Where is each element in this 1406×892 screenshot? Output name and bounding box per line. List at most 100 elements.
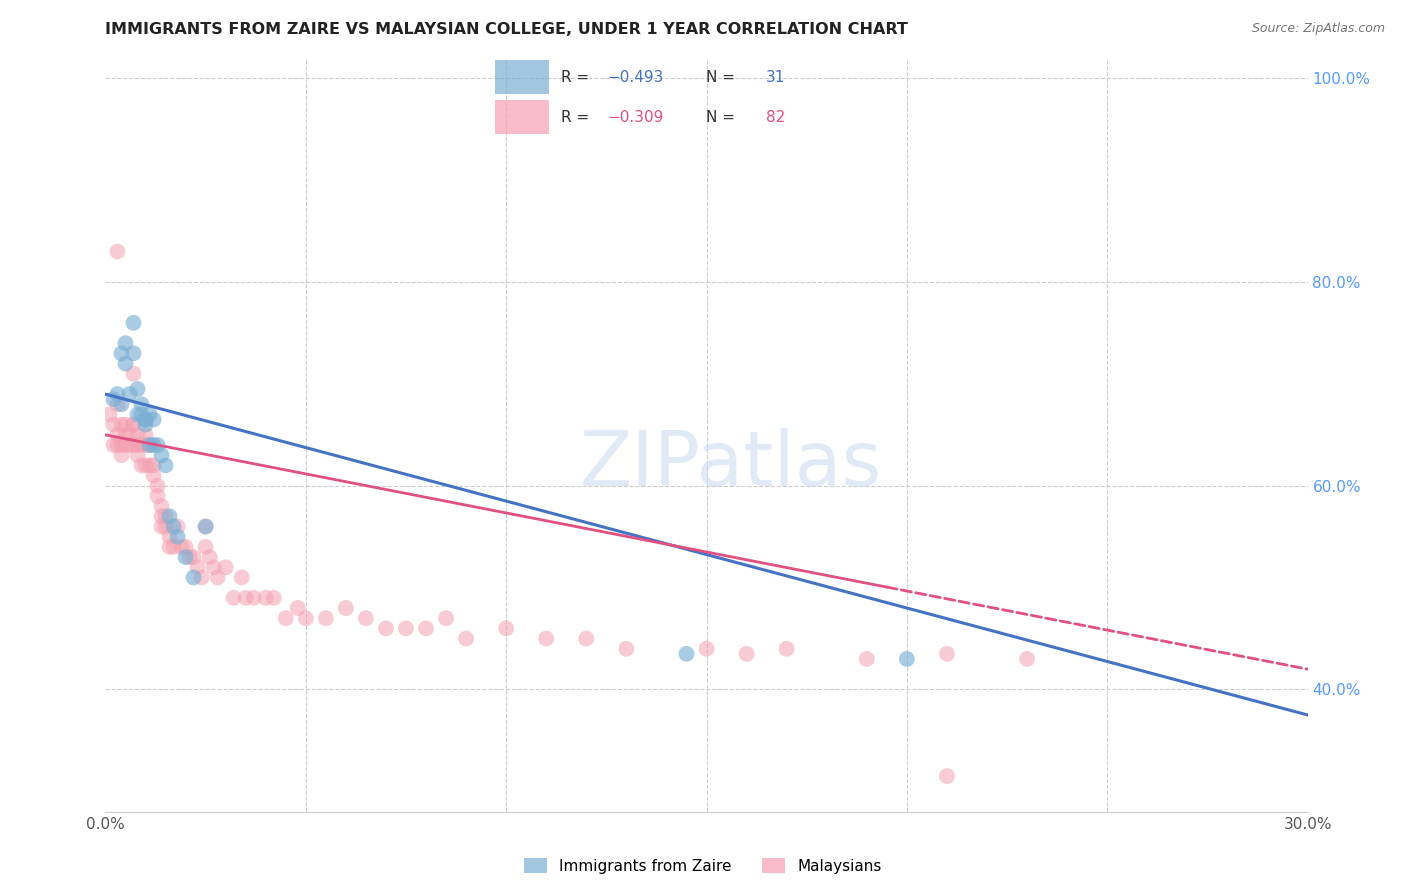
Point: [135, 428, 157, 442]
Text: N =: N =: [706, 110, 741, 125]
Point: [936, 647, 959, 661]
Point: [122, 417, 145, 432]
Point: [135, 412, 157, 426]
Point: [214, 560, 236, 574]
Point: [107, 244, 129, 259]
Point: [142, 468, 165, 483]
Point: [98, 408, 121, 422]
Point: [135, 417, 157, 432]
Point: [675, 647, 697, 661]
Bar: [495, 61, 550, 95]
Point: [183, 570, 205, 584]
Point: [198, 550, 221, 565]
Point: [135, 458, 157, 473]
Point: [896, 652, 918, 666]
Text: R =: R =: [561, 70, 595, 85]
Legend: Immigrants from Zaire, Malaysians: Immigrants from Zaire, Malaysians: [517, 852, 889, 880]
Point: [103, 438, 125, 452]
Text: IMMIGRANTS FROM ZAIRE VS MALAYSIAN COLLEGE, UNDER 1 YEAR CORRELATION CHART: IMMIGRANTS FROM ZAIRE VS MALAYSIAN COLLE…: [105, 22, 908, 37]
Text: ZIPatlas: ZIPatlas: [579, 428, 882, 502]
Text: Source: ZipAtlas.com: Source: ZipAtlas.com: [1251, 22, 1385, 36]
Point: [162, 519, 184, 533]
Point: [155, 509, 177, 524]
Point: [202, 560, 225, 574]
Point: [150, 519, 173, 533]
Point: [110, 448, 132, 462]
Point: [335, 601, 357, 615]
Point: [159, 540, 181, 554]
Point: [534, 632, 557, 646]
Point: [146, 489, 169, 503]
Point: [187, 560, 209, 574]
Point: [735, 647, 758, 661]
Point: [159, 530, 181, 544]
Point: [166, 519, 188, 533]
Text: 82: 82: [766, 110, 785, 125]
Point: [135, 412, 157, 426]
Point: [434, 611, 457, 625]
Point: [127, 408, 149, 422]
Y-axis label: College, Under 1 year: College, Under 1 year: [0, 351, 7, 518]
Point: [159, 509, 181, 524]
Point: [315, 611, 337, 625]
Point: [142, 438, 165, 452]
Point: [122, 346, 145, 360]
Point: [122, 316, 145, 330]
Point: [135, 438, 157, 452]
Point: [194, 540, 217, 554]
Point: [575, 632, 598, 646]
Point: [127, 448, 149, 462]
Point: [142, 412, 165, 426]
Point: [454, 632, 477, 646]
Point: [616, 641, 638, 656]
Point: [155, 458, 177, 473]
Point: [150, 509, 173, 524]
Point: [110, 346, 132, 360]
Point: [127, 438, 149, 452]
Point: [190, 570, 212, 584]
Point: [138, 408, 160, 422]
Point: [936, 769, 959, 783]
Text: −0.309: −0.309: [607, 110, 664, 125]
Point: [855, 652, 877, 666]
Text: 31: 31: [766, 70, 786, 85]
Point: [150, 499, 173, 513]
Point: [263, 591, 285, 605]
Point: [194, 519, 217, 533]
Point: [170, 540, 193, 554]
Point: [776, 641, 799, 656]
Point: [131, 438, 153, 452]
Point: [103, 392, 125, 407]
Point: [127, 428, 149, 442]
Point: [207, 570, 229, 584]
Point: [142, 458, 165, 473]
Point: [146, 479, 169, 493]
Text: −0.493: −0.493: [607, 70, 664, 85]
Point: [231, 570, 253, 584]
Point: [295, 611, 318, 625]
Point: [287, 601, 309, 615]
Point: [131, 458, 153, 473]
Point: [131, 397, 153, 411]
Point: [166, 530, 188, 544]
Point: [103, 417, 125, 432]
Point: [146, 438, 169, 452]
Point: [183, 550, 205, 565]
Point: [107, 387, 129, 401]
Point: [122, 438, 145, 452]
Point: [131, 408, 153, 422]
Point: [274, 611, 297, 625]
Point: [395, 621, 418, 635]
Point: [114, 357, 136, 371]
Point: [222, 591, 245, 605]
Bar: [495, 100, 550, 134]
Point: [107, 438, 129, 452]
Text: N =: N =: [706, 70, 741, 85]
Point: [118, 387, 141, 401]
Point: [138, 458, 160, 473]
Point: [114, 417, 136, 432]
Point: [495, 621, 517, 635]
Point: [374, 621, 398, 635]
Point: [235, 591, 257, 605]
Point: [138, 438, 160, 452]
